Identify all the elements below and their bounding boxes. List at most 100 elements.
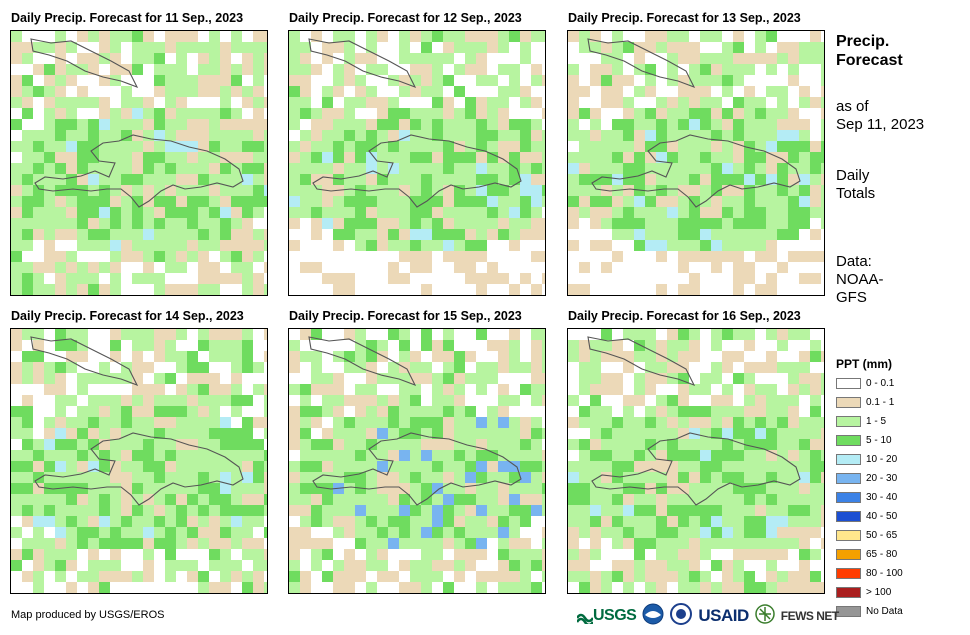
precip-cell [264,141,267,152]
precip-cell [231,42,242,53]
precip-cell [311,494,322,505]
precip-cell [678,560,689,571]
precip-cell [476,229,487,240]
precip-cell [333,174,344,185]
precip-cell [311,97,322,108]
precip-cell [399,472,410,483]
precip-cell [443,31,454,42]
precip-cell [810,251,821,262]
precip-cell [810,174,821,185]
precip-cell [242,174,253,185]
precip-cell [590,152,601,163]
precip-cell [143,384,154,395]
precip-cell [722,53,733,64]
precip-cell [22,373,33,384]
precip-cell [55,571,66,582]
precip-cell [498,240,509,251]
precip-cell [242,417,253,428]
precip-cell [44,428,55,439]
precip-cell [700,549,711,560]
legend-label: > 100 [866,587,892,598]
precip-cell [766,472,777,483]
precip-cell [388,229,399,240]
precip-cell [821,384,824,395]
precip-cell [465,384,476,395]
precip-cell [289,483,300,494]
precip-cell [788,516,799,527]
precip-cell [33,450,44,461]
precip-cell [66,483,77,494]
precip-cell [520,284,531,295]
precip-cell [656,560,667,571]
precip-cell [377,428,388,439]
precip-cell [579,119,590,130]
precip-cell [198,340,209,351]
precip-cell [678,31,689,42]
precip-cell [733,262,744,273]
precip-cell [678,417,689,428]
precip-cell [187,538,198,549]
precip-cell [121,163,132,174]
precip-cell [176,406,187,417]
precip-cell [77,406,88,417]
precip-cell [810,461,821,472]
precip-cell [443,229,454,240]
precip-cell [667,527,678,538]
precip-cell [366,329,377,340]
precip-cell [253,75,264,86]
side-data-source: Data: NOAA- GFS [836,253,884,307]
precip-cell [799,152,810,163]
precip-cell [656,571,667,582]
precip-cell [132,196,143,207]
precip-cell [667,240,678,251]
precip-cell [678,273,689,284]
precip-cell [700,329,711,340]
precip-cell [788,284,799,295]
precip-cell [711,362,722,373]
precip-cell [311,384,322,395]
precip-cell [242,251,253,262]
precip-cell [601,582,612,593]
precip-cell [187,75,198,86]
precip-cell [66,571,77,582]
precip-cell [264,196,267,207]
precip-cell [421,86,432,97]
precip-cell [264,152,267,163]
precip-cell [454,75,465,86]
precip-cell [22,549,33,560]
precip-cell [498,152,509,163]
precip-cell [33,527,44,538]
precip-cell [421,42,432,53]
precip-cell [443,450,454,461]
precip-cell [410,273,421,284]
precip-cell [333,560,344,571]
precip-cell [231,163,242,174]
precip-cell [121,251,132,262]
precip-cell [289,571,300,582]
precip-cell [66,560,77,571]
precip-cell [711,582,722,593]
precip-cell [322,505,333,516]
precip-cell [154,340,165,351]
precip-cell [322,31,333,42]
precip-cell [11,284,22,295]
precip-cell [579,494,590,505]
precip-cell [300,483,311,494]
precip-cell [289,417,300,428]
precip-cell [755,461,766,472]
precip-cell [810,439,821,450]
precip-cell [11,406,22,417]
precip-cell [601,373,612,384]
precip-cell [454,251,465,262]
fews-logo-text: FEWS NET [780,609,840,623]
precip-cell [487,428,498,439]
precip-cell [700,439,711,450]
precip-cell [44,549,55,560]
precip-cell [242,428,253,439]
precip-cell [678,53,689,64]
precip-cell [22,284,33,295]
precip-cell [322,196,333,207]
precip-cell [509,560,520,571]
precip-cell [678,240,689,251]
precip-cell [377,362,388,373]
